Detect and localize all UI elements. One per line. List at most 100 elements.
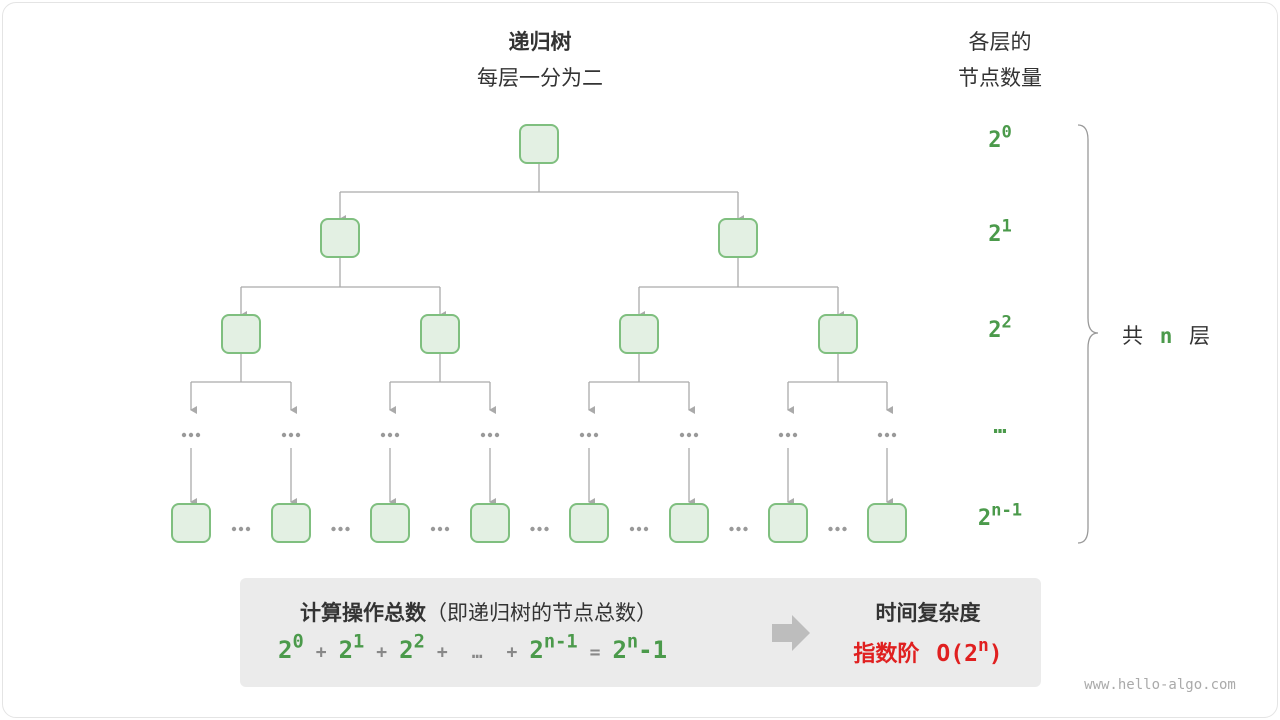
- formula-operator: =: [589, 642, 601, 663]
- ellipsis-dot: [338, 526, 343, 532]
- ellipsis-dot: [593, 432, 599, 438]
- level-count-2: 22: [988, 312, 1012, 343]
- tree-node: [867, 503, 907, 543]
- formula-term: 2n-1: [529, 631, 578, 664]
- tree-node: [271, 503, 311, 543]
- diagram-title: 递归树: [508, 30, 572, 54]
- ellipsis-dot: [686, 432, 692, 438]
- tree-edge: [340, 163, 738, 193]
- summary-title-main: 计算操作总数: [300, 601, 426, 625]
- diagram-subtitle: 每层一分为二: [477, 66, 603, 90]
- ellipsis-dot: [281, 432, 287, 438]
- formula-term: 22: [399, 631, 425, 664]
- tree-node: [370, 503, 410, 543]
- tree-node: [768, 503, 808, 543]
- ellipsis-dot: [835, 526, 840, 532]
- ellipsis-dot: [494, 432, 500, 438]
- ellipsis-dot: [245, 526, 251, 532]
- formula-operator: +: [315, 642, 327, 663]
- ellipsis-dot: [188, 432, 194, 438]
- ellipsis-dot: [636, 526, 642, 532]
- ellipsis-dot: [643, 526, 649, 532]
- level-count-0: 20: [988, 122, 1012, 153]
- ellipsis-dot: [891, 432, 897, 438]
- ellipsis-dot: [181, 432, 187, 438]
- ellipsis-dot: [785, 432, 791, 438]
- ellipsis-dot: [544, 526, 549, 532]
- complexity-name: 指数阶: [853, 642, 920, 667]
- ellipsis-dot: [828, 526, 833, 532]
- tree-node: [221, 314, 261, 354]
- ellipsis-dot: [331, 526, 336, 532]
- formula-term: 21: [338, 631, 365, 664]
- brace-label-pre: 共: [1122, 324, 1143, 348]
- ellipsis-dot: [537, 526, 542, 532]
- formula-term: 2n-1: [612, 631, 668, 664]
- tree-edge: [788, 353, 887, 383]
- ellipsis-dot: [679, 432, 685, 438]
- brace-label-n: n: [1159, 324, 1173, 348]
- tree-node: [171, 503, 211, 543]
- summary-formula: 20 +21 +22 + … +2n-1 = 2n-1: [278, 631, 668, 664]
- ellipsis-dot: [586, 432, 592, 438]
- summary-title-note: （即递归树的节点总数）: [426, 601, 657, 625]
- right-header-line2: 节点数量: [958, 66, 1042, 90]
- tree-node: [519, 124, 559, 164]
- ellipsis-dot: [231, 526, 237, 532]
- tree-edge: [390, 353, 490, 383]
- ellipsis-dot: [842, 526, 847, 532]
- ellipsis-dot: [444, 526, 450, 532]
- tree-edge: [639, 257, 838, 288]
- ellipsis-dot: [736, 526, 741, 532]
- brace: [1077, 124, 1099, 544]
- tree-edge: [191, 353, 291, 383]
- ellipsis-dot: [238, 526, 244, 532]
- tree-node: [320, 218, 360, 258]
- ellipsis-dot: [387, 432, 393, 438]
- level-count-3: …: [993, 414, 1007, 439]
- ellipsis-dot: [480, 432, 486, 438]
- formula-operator: …: [471, 642, 483, 663]
- ellipsis-dot: [629, 526, 635, 532]
- right-header-line1: 各层的: [968, 30, 1032, 54]
- ellipsis-dot: [778, 432, 784, 438]
- watermark: www.hello-algo.com: [1084, 677, 1236, 693]
- ellipsis-dot: [394, 432, 400, 438]
- level-count-4: 2n-1: [977, 500, 1023, 531]
- ellipsis-dot: [792, 432, 798, 438]
- formula-operator: +: [436, 642, 448, 663]
- complexity-title: 时间复杂度: [875, 601, 981, 625]
- ellipsis-dot: [345, 526, 350, 532]
- ellipsis-dot: [729, 526, 734, 532]
- complexity-expr-pre: O(2: [936, 641, 978, 667]
- complexity-value: 指数阶 O(2n): [828, 636, 1028, 668]
- ellipsis-dot: [530, 526, 535, 532]
- summary-title: 计算操作总数（即递归树的节点总数）: [300, 597, 657, 627]
- tree-node: [569, 503, 609, 543]
- brace-label: 共 n 层: [1122, 320, 1222, 350]
- complexity-expr-exp: n: [977, 635, 989, 657]
- tree-edge: [589, 353, 689, 383]
- ellipsis-dot: [437, 526, 443, 532]
- formula-term: 20: [278, 631, 304, 664]
- tree-node: [619, 314, 659, 354]
- ellipsis-dot: [288, 432, 294, 438]
- level-count-1: 21: [988, 216, 1012, 247]
- ellipsis-dot: [579, 432, 585, 438]
- brace-label-post: 层: [1189, 324, 1211, 348]
- formula-operator: +: [376, 642, 388, 663]
- ellipsis-dot: [743, 526, 748, 532]
- formula-operator: +: [506, 642, 518, 663]
- tree-edge: [241, 257, 440, 288]
- tree-node: [669, 503, 709, 543]
- ellipsis-dot: [195, 432, 201, 438]
- complexity-expr-post: ): [988, 641, 1003, 667]
- ellipsis-dot: [295, 432, 301, 438]
- tree-node: [420, 314, 460, 354]
- tree-node: [818, 314, 858, 354]
- ellipsis-dot: [487, 432, 493, 438]
- ellipsis-dot: [693, 432, 699, 438]
- ellipsis-dot: [877, 432, 883, 438]
